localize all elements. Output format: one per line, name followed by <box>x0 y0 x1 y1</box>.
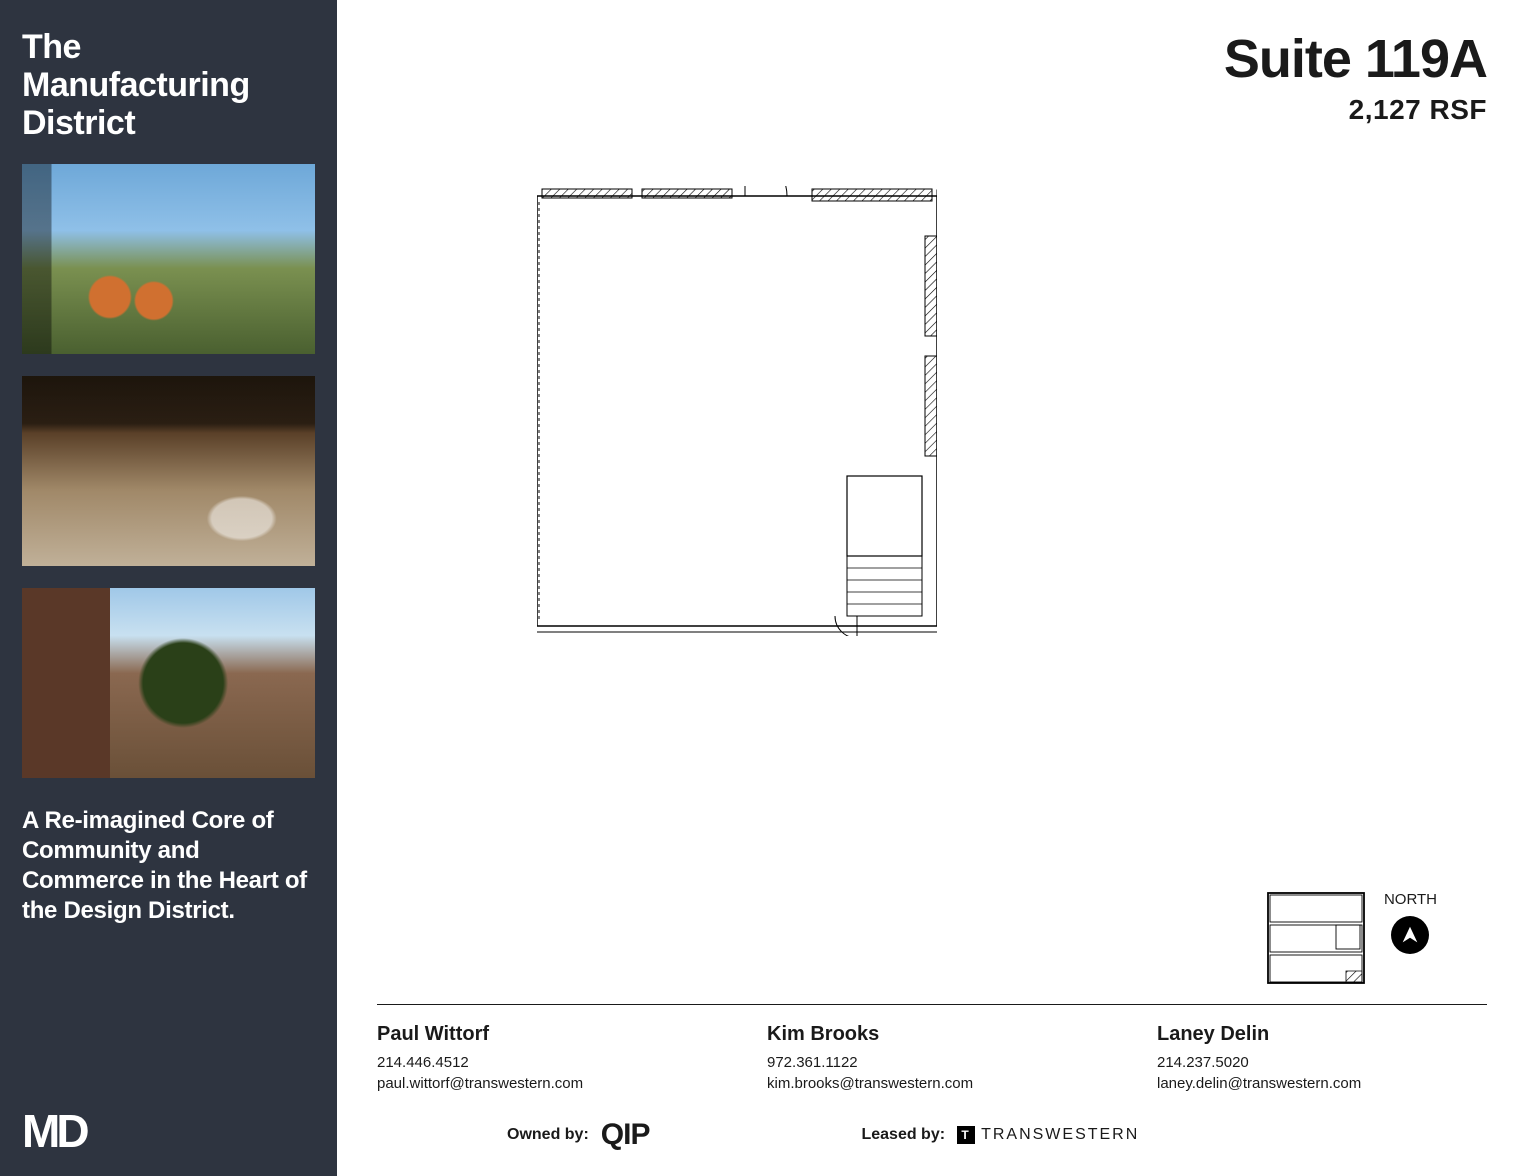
property-photo-2 <box>22 376 315 566</box>
sidebar: The Manufacturing District A Re-imagined… <box>0 0 337 1176</box>
md-logo: MD <box>22 1108 315 1154</box>
contact-phone: 972.361.1122 <box>767 1052 1097 1073</box>
brand-line-2: Manufacturing <box>22 66 315 104</box>
suite-title: Suite 119A <box>377 28 1487 90</box>
leased-by-label: Leased by: <box>861 1126 945 1144</box>
divider <box>377 1004 1487 1005</box>
brand-line-3: District <box>22 104 315 142</box>
property-photo-1 <box>22 164 315 354</box>
north-block: NORTH <box>1384 891 1437 954</box>
main-content: Suite 119A 2,127 RSF NORTH <box>337 0 1527 1176</box>
contact-name: Laney Delin <box>1157 1023 1487 1046</box>
brand-title: The Manufacturing District <box>22 28 315 142</box>
keymap-svg <box>1266 891 1366 986</box>
contact-phone: 214.446.4512 <box>377 1052 707 1073</box>
brand-line-1: The <box>22 28 315 66</box>
photo-stack <box>22 164 315 778</box>
qip-logo: QIP <box>601 1118 650 1152</box>
transwestern-logo-text: TRANSWESTERN <box>981 1126 1139 1144</box>
owned-by-label: Owned by: <box>507 1126 589 1144</box>
plan-area: NORTH <box>377 126 1487 996</box>
contact-block: Paul Wittorf 214.446.4512 paul.wittorf@t… <box>377 1023 707 1094</box>
property-photo-3 <box>22 588 315 778</box>
transwestern-mark-icon: T <box>957 1126 975 1144</box>
floorplan-svg <box>537 186 937 636</box>
keymap-block: NORTH <box>1266 891 1437 986</box>
contact-phone: 214.237.5020 <box>1157 1052 1487 1073</box>
contact-email: laney.delin@transwestern.com <box>1157 1073 1487 1094</box>
north-arrow-icon <box>1391 916 1429 954</box>
transwestern-logo: T TRANSWESTERN <box>957 1126 1139 1144</box>
contact-name: Kim Brooks <box>767 1023 1097 1046</box>
north-label: NORTH <box>1384 891 1437 908</box>
contact-block: Kim Brooks 972.361.1122 kim.brooks@trans… <box>767 1023 1097 1094</box>
contact-email: kim.brooks@transwestern.com <box>767 1073 1097 1094</box>
contact-name: Paul Wittorf <box>377 1023 707 1046</box>
contacts-row: Paul Wittorf 214.446.4512 paul.wittorf@t… <box>377 1023 1487 1094</box>
header: Suite 119A 2,127 RSF <box>377 28 1487 126</box>
tagline: A Re-imagined Core of Community and Comm… <box>22 806 315 926</box>
suite-rsf: 2,127 RSF <box>377 94 1487 126</box>
footer-logos: Owned by: QIP Leased by: T TRANSWESTERN <box>377 1118 1487 1152</box>
contact-block: Laney Delin 214.237.5020 laney.delin@tra… <box>1157 1023 1487 1094</box>
contact-email: paul.wittorf@transwestern.com <box>377 1073 707 1094</box>
